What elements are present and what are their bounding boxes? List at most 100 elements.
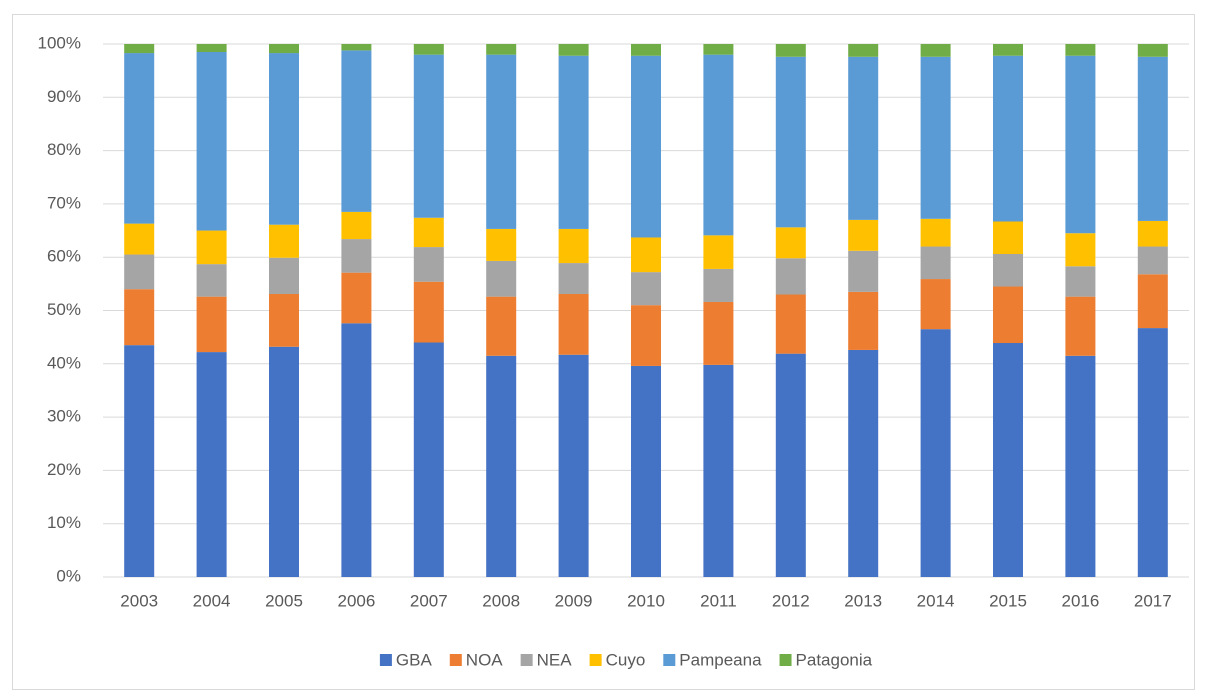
bar-segment (269, 53, 299, 225)
bar-segment (1137, 220, 1168, 247)
y-tick-label: 80% (47, 140, 81, 159)
bar-segment (486, 260, 517, 297)
x-tick-label: 2017 (1134, 591, 1172, 610)
x-tick-label: 2007 (410, 591, 448, 610)
bar-segment (413, 342, 444, 577)
bar-segment (703, 301, 734, 365)
bar-segment (920, 56, 951, 219)
bar-segment (848, 349, 879, 577)
bar-segment (631, 272, 661, 306)
x-tick-label: 2016 (1061, 591, 1099, 610)
legend-swatch (379, 654, 392, 666)
x-tick-label: 2011 (700, 591, 737, 610)
bar-segment (558, 55, 589, 229)
bar-segment (775, 227, 806, 259)
x-tick-label: 2012 (772, 591, 810, 610)
bar-segment (196, 296, 227, 353)
y-tick-label: 40% (47, 353, 81, 372)
bar-segment (196, 264, 227, 297)
bar-segment (993, 254, 1023, 287)
bar-segment (1065, 44, 1096, 56)
x-tick-label: 2014 (917, 591, 955, 610)
bar-segment (413, 44, 444, 55)
bar-segment (920, 44, 951, 57)
x-tick-label: 2004 (193, 591, 231, 610)
y-tick-label: 100% (38, 33, 81, 52)
legend-label: GBA (396, 650, 433, 669)
bar-segment (993, 44, 1023, 56)
x-tick-label: 2005 (265, 591, 303, 610)
bar-segment (703, 268, 734, 302)
legend-label: Patagonia (796, 650, 873, 669)
bar-segment (1065, 55, 1096, 234)
bar-segment (993, 343, 1023, 577)
y-tick-label: 30% (47, 407, 81, 426)
bar-segment (775, 294, 806, 354)
bar-segment (341, 239, 372, 273)
bar-segment (413, 54, 444, 218)
bar-segment (413, 217, 444, 248)
legend-swatch (449, 654, 462, 666)
bar-segment (1065, 355, 1096, 577)
bar-segment (1137, 246, 1168, 275)
bar-segment (775, 258, 806, 295)
bar-segment (993, 286, 1023, 344)
x-tick-label: 2015 (989, 591, 1027, 610)
bar-segment (703, 364, 734, 577)
bar-segment (486, 355, 517, 577)
bar-segment (1065, 296, 1096, 356)
legend-swatch (663, 654, 676, 666)
bar-segment (1137, 44, 1168, 57)
bar-segment (413, 247, 444, 282)
x-tick-label: 2010 (627, 591, 665, 610)
bar-segment (631, 55, 661, 238)
bar-segment (124, 254, 155, 290)
bar-segment (775, 353, 806, 577)
bar-segment (413, 281, 444, 343)
bar-segment (848, 250, 879, 292)
bar-segment (631, 237, 661, 273)
bar-segment (341, 211, 372, 240)
bar-segment (196, 44, 227, 52)
y-tick-label: 70% (47, 193, 81, 212)
bar-segment (631, 305, 661, 366)
bar-segment (269, 257, 299, 294)
y-tick-label: 20% (47, 460, 81, 479)
y-tick-label: 60% (47, 247, 81, 266)
bar-segment (341, 323, 372, 577)
bar-segment (124, 289, 155, 346)
x-tick-label: 2008 (482, 591, 520, 610)
bar-segment (196, 230, 227, 265)
y-tick-label: 0% (56, 566, 81, 585)
bar-segment (341, 44, 372, 51)
bar-segment (558, 44, 589, 56)
bar-segment (703, 235, 734, 269)
bar-segment (1065, 266, 1096, 297)
bar-segment (124, 345, 155, 577)
bar-segment (341, 50, 372, 212)
bar-segment (124, 44, 155, 54)
legend-label: Pampeana (679, 650, 762, 669)
bar-segment (848, 56, 879, 220)
bar-segment (269, 44, 299, 54)
bar-segment (848, 44, 879, 57)
bar-segment (558, 293, 589, 355)
legend-swatch (589, 654, 602, 666)
bar-segment (848, 291, 879, 350)
bar-segment (269, 346, 299, 577)
bar-segment (486, 296, 517, 356)
bar-segment (269, 293, 299, 347)
bar-segment (196, 51, 227, 231)
bar-segment (993, 221, 1023, 255)
bar-segment (196, 352, 227, 577)
bar-segment (920, 329, 951, 577)
bar-segment (631, 44, 661, 56)
bar-segment (848, 219, 879, 251)
bar-segment (775, 56, 806, 228)
bar-segment (1065, 233, 1096, 267)
bar-segment (558, 263, 589, 294)
bar-segment (558, 354, 589, 577)
y-tick-label: 50% (47, 300, 81, 319)
bar-segment (1137, 328, 1168, 577)
